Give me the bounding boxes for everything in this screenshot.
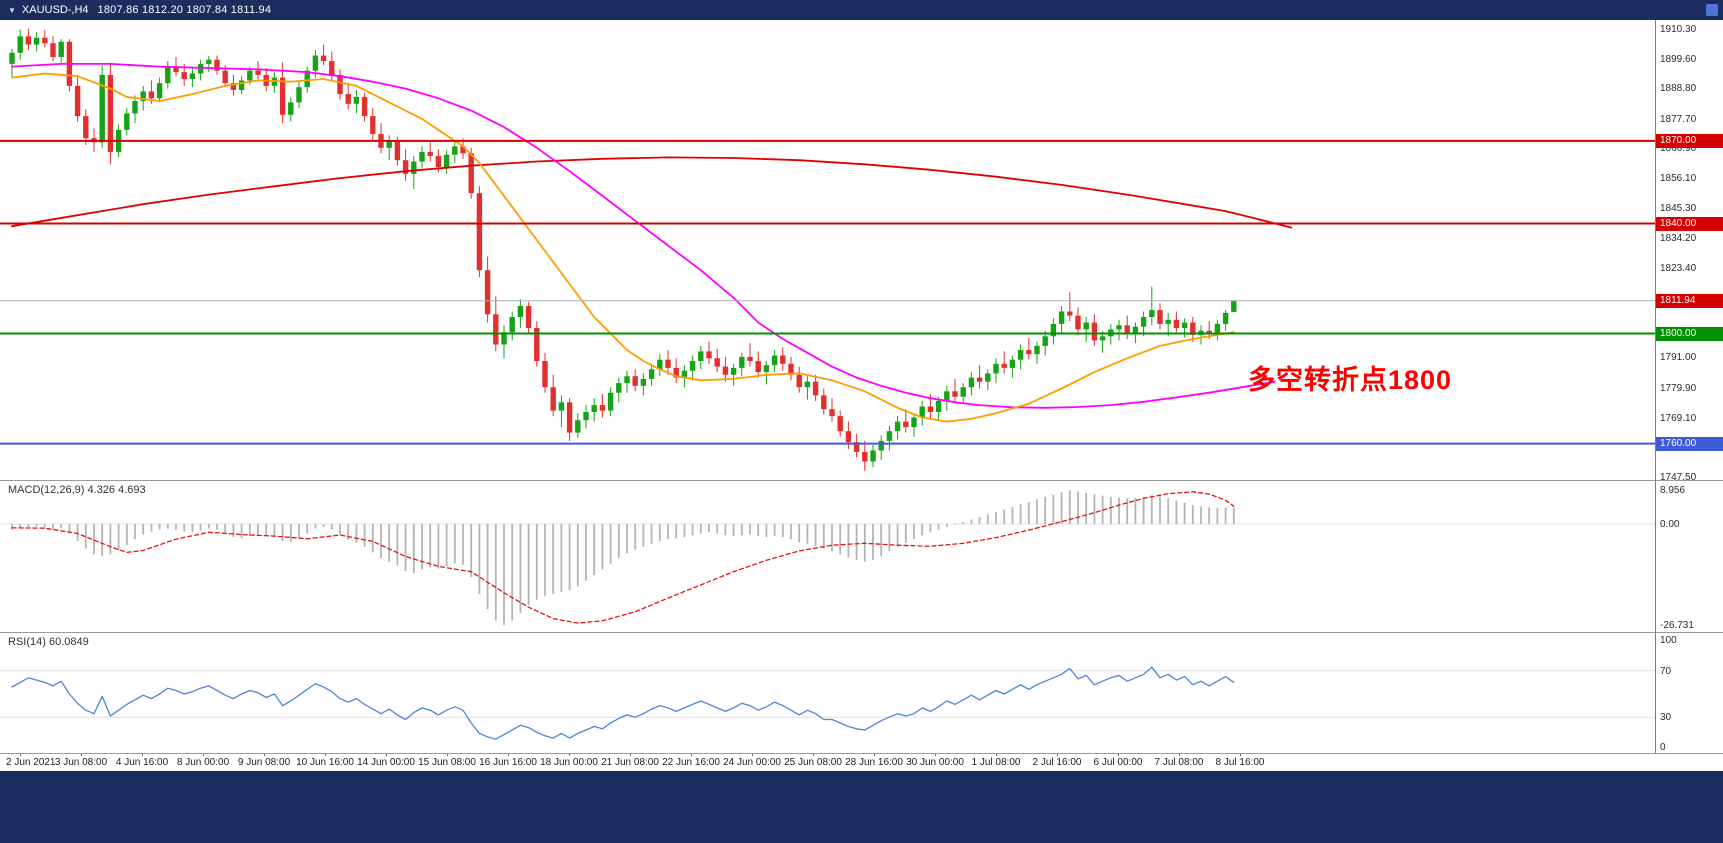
rsi-axis-label: 0: [1660, 742, 1666, 753]
price-axis-label: 1877.70: [1660, 113, 1697, 125]
panel-separator[interactable]: [0, 480, 1723, 481]
bottom-bar: [0, 771, 1723, 843]
price-axis-label: 1910.30: [1660, 24, 1697, 35]
time-axis-tick: [203, 753, 204, 756]
time-axis-label: 2 Jul 16:00: [1032, 757, 1082, 768]
macd-signal-line: [11, 491, 1235, 624]
time-axis-label: 4 Jun 16:00: [115, 757, 169, 768]
rsi-axis-label: 70: [1660, 665, 1672, 677]
panel-separator[interactable]: [0, 632, 1723, 633]
annotation-text[interactable]: 多空转折点1800: [1248, 365, 1453, 395]
price-level-badge: 1760.00: [1656, 436, 1723, 451]
time-axis-tick: [386, 753, 387, 756]
candles-layer: [9, 28, 1237, 472]
macd-axis-label: -26.731: [1660, 620, 1694, 632]
time-axis-label: 3 Jun 08:00: [54, 757, 108, 768]
time-axis-label: 22 Jun 16:00: [662, 757, 720, 768]
time-axis-label: 6 Jul 00:00: [1093, 757, 1143, 768]
price-axis-label: 1856.10: [1660, 173, 1697, 185]
time-axis-tick: [20, 753, 21, 756]
time-axis-tick: [1118, 753, 1119, 756]
time-axis-label: 21 Jun 08:00: [601, 757, 659, 768]
time-axis-tick: [264, 753, 265, 756]
time-axis-label: 16 Jun 16:00: [479, 757, 537, 768]
time-axis-label: 8 Jul 16:00: [1215, 757, 1265, 768]
macd-label: MACD(12,26,9) 4.326 4.693: [8, 484, 146, 496]
time-axis[interactable]: 2 Jun 2021 3 Jun 08:00 4 Jun 16:00 8 Jun 00…: [0, 753, 1723, 771]
chart-header: ▼ XAUUSD-,H4 1807.86 1812.20 1807.84 181…: [0, 0, 1723, 20]
macd-histogram: [11, 490, 1235, 625]
time-axis-label: 30 Jun 00:00: [906, 757, 964, 768]
price-axis-label: 1791.00: [1660, 352, 1697, 364]
time-axis-tick: [1057, 753, 1058, 756]
price-axis-label: 1779.90: [1660, 382, 1697, 394]
rsi-panel[interactable]: RSI(14) 60.0849: [0, 633, 1655, 753]
candlestick-chart[interactable]: [0, 20, 1655, 480]
macd-axis-label: 0.00: [1660, 519, 1680, 530]
time-axis-label: 7 Jul 08:00: [1154, 757, 1204, 768]
ohlc-readout: 1807.86 1812.20 1807.84 1811.94: [97, 4, 272, 16]
macd-panel[interactable]: MACD(12,26,9) 4.326 4.693: [0, 481, 1655, 632]
time-axis-tick: [1179, 753, 1180, 756]
time-axis-tick: [569, 753, 570, 756]
time-axis-tick: [691, 753, 692, 756]
time-axis-tick: [1240, 753, 1241, 756]
time-axis-label: 18 Jun 00:00: [540, 757, 598, 768]
time-axis-label: 28 Jun 16:00: [845, 757, 903, 768]
rsi-axis-label: 100: [1660, 635, 1677, 646]
time-axis-label: 10 Jun 16:00: [296, 757, 354, 768]
price-level-badge: 1800.00: [1656, 326, 1723, 341]
time-axis-tick: [508, 753, 509, 756]
rsi-label: RSI(14) 60.0849: [8, 636, 89, 648]
rsi-axis-label: 30: [1660, 712, 1672, 724]
price-axis-label: 1834.20: [1660, 233, 1697, 245]
price-axis-label: 1823.40: [1660, 263, 1697, 275]
ma-fast-line: [11, 72, 1235, 423]
time-axis-tick: [752, 753, 753, 756]
time-axis-tick: [81, 753, 82, 756]
rsi-line: [11, 666, 1235, 740]
time-axis-label: 8 Jun 00:00: [176, 757, 230, 768]
price-axis[interactable]: 1910.30 1899.60 1888.80 1877.70 1866.90 1856.…: [1656, 20, 1723, 771]
macd-chart[interactable]: [0, 481, 1655, 632]
main-chart-panel[interactable]: [0, 20, 1655, 480]
time-axis-tick: [935, 753, 936, 756]
time-axis-label: 14 Jun 00:00: [357, 757, 415, 768]
price-level-badge: 1840.00: [1656, 216, 1723, 231]
time-axis-label: 15 Jun 08:00: [418, 757, 476, 768]
time-axis-label: 25 Jun 08:00: [784, 757, 842, 768]
price-axis-label: 1747.50: [1660, 472, 1697, 483]
time-axis-separator: [0, 753, 1723, 754]
price-axis-border: [1655, 20, 1656, 753]
header-corner-icon[interactable]: [1706, 4, 1718, 16]
ma-slow-line: [11, 156, 1293, 229]
price-level-badge: 1811.94: [1656, 293, 1723, 308]
time-axis-label: 24 Jun 00:00: [723, 757, 781, 768]
time-axis-tick: [813, 753, 814, 756]
time-axis-tick: [630, 753, 631, 756]
time-axis-tick: [447, 753, 448, 756]
symbol-title: XAUUSD-,H4: [21, 4, 89, 16]
rsi-chart[interactable]: [0, 633, 1655, 753]
time-axis-label: 2 Jun 2021: [6, 757, 56, 768]
ma-mid-line: [11, 63, 1276, 409]
price-axis-label: 1845.30: [1660, 202, 1697, 214]
price-axis-label: 1899.60: [1660, 53, 1697, 65]
price-axis-label: 1769.10: [1660, 412, 1697, 424]
macd-axis-label: 8.956: [1660, 485, 1686, 497]
time-axis-label: 1 Jul 08:00: [971, 757, 1021, 768]
price-level-badge: 1870.00: [1656, 133, 1723, 148]
symbol-dropdown-icon[interactable]: ▼: [8, 5, 16, 15]
time-axis-tick: [874, 753, 875, 756]
price-axis-label: 1866.90: [1660, 143, 1697, 155]
time-axis-tick: [142, 753, 143, 756]
time-axis-label: 9 Jun 08:00: [237, 757, 291, 768]
time-axis-tick: [325, 753, 326, 756]
time-axis-tick: [996, 753, 997, 756]
price-axis-label: 1888.80: [1660, 83, 1697, 95]
